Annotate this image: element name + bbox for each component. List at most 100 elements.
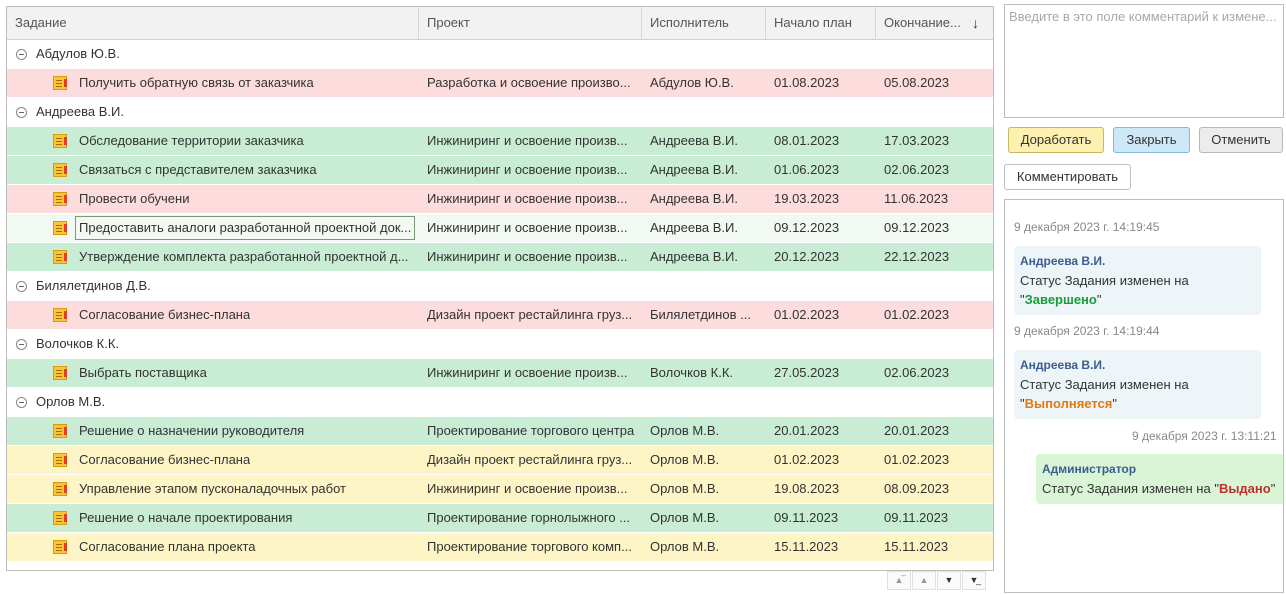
task-cell[interactable]: Согласование плана проекта (7, 533, 419, 561)
task-cell[interactable]: Выбрать поставщика (7, 359, 419, 387)
project-cell[interactable]: Проектирование горнолыжного ... (427, 510, 631, 525)
end-date-cell[interactable]: 08.09.2023 (884, 481, 950, 496)
column-header-start[interactable]: Начало план (766, 7, 876, 40)
task-cell[interactable]: Получить обратную связь от заказчика (7, 69, 419, 97)
start-date-cell[interactable]: 01.06.2023 (774, 162, 840, 177)
start-date-cell[interactable]: 20.01.2023 (774, 423, 840, 438)
end-date-cell[interactable]: 20.01.2023 (884, 423, 950, 438)
task-cell[interactable]: Обследование территории заказчика (7, 127, 419, 155)
table-row[interactable]: Провести обучени Инжиниринг и освоение пр… (7, 185, 993, 214)
executor-cell[interactable]: Орлов М.В. (650, 423, 720, 438)
project-cell[interactable]: Дизайн проект рестайлинга груз... (427, 452, 633, 467)
cancel-task-button[interactable]: Отменить (1199, 127, 1283, 153)
start-date-cell[interactable]: 15.11.2023 (774, 539, 839, 554)
project-cell[interactable]: Инжиниринг и освоение произв... (427, 249, 628, 264)
start-date-cell[interactable]: 09.12.2023 (774, 220, 840, 235)
project-cell[interactable]: Дизайн проект рестайлинга груз... (427, 307, 633, 322)
task-cell[interactable]: Согласование бизнес-плана (7, 301, 419, 329)
collapse-icon[interactable] (16, 338, 27, 350)
end-date-cell[interactable]: 02.06.2023 (884, 365, 950, 380)
end-date-cell[interactable]: 11.06.2023 (884, 191, 949, 206)
start-date-cell[interactable]: 19.08.2023 (774, 481, 840, 496)
end-date-cell[interactable]: 01.02.2023 (884, 307, 950, 322)
end-date-cell[interactable]: 15.11.2023 (884, 539, 949, 554)
group-row[interactable]: Андреева В.И. (7, 98, 993, 127)
task-cell[interactable]: Управление этапом пусконаладочных работ (7, 475, 419, 503)
executor-cell[interactable]: Билялетдинов ... (650, 307, 751, 322)
executor-cell[interactable]: Андреева В.И. (650, 249, 738, 264)
column-header-task[interactable]: Задание (7, 7, 419, 40)
table-row[interactable]: Получить обратную связь от заказчика Разр… (7, 69, 993, 98)
start-date-cell[interactable]: 20.12.2023 (774, 249, 840, 264)
executor-cell[interactable]: Андреева В.И. (650, 133, 738, 148)
table-row[interactable]: Решение о начале проектирования Проектиро… (7, 504, 993, 533)
column-header-project[interactable]: Проект (419, 7, 642, 40)
rework-button[interactable]: Доработать (1008, 127, 1104, 153)
column-header-executor[interactable]: Исполнитель (642, 7, 766, 40)
start-date-cell[interactable]: 19.03.2023 (774, 191, 840, 206)
project-cell[interactable]: Инжиниринг и освоение произв... (427, 191, 628, 206)
task-cell[interactable]: Предоставить аналоги разработанной проек… (7, 214, 419, 242)
collapse-icon[interactable] (16, 48, 27, 60)
project-cell[interactable]: Проектирование торгового центра (427, 423, 635, 438)
executor-cell[interactable]: Абдулов Ю.В. (650, 75, 734, 90)
task-cell[interactable]: Связаться с представителем заказчика (7, 156, 419, 184)
start-date-cell[interactable]: 01.02.2023 (774, 307, 840, 322)
table-row[interactable]: Управление этапом пусконаладочных работ И… (7, 475, 993, 504)
close-task-button[interactable]: Закрыть (1113, 127, 1190, 153)
start-date-cell[interactable]: 01.02.2023 (774, 452, 840, 467)
task-cell[interactable]: Провести обучени (7, 185, 419, 213)
end-date-cell[interactable]: 09.11.2023 (884, 510, 949, 525)
executor-cell[interactable]: Андреева В.И. (650, 220, 738, 235)
project-cell[interactable]: Инжиниринг и освоение произв... (427, 220, 628, 235)
project-cell[interactable]: Инжиниринг и освоение произв... (427, 133, 628, 148)
group-row[interactable]: Волочков К.К. (7, 330, 993, 359)
collapse-icon[interactable] (16, 106, 27, 118)
task-cell[interactable]: Решение о назначении руководителя (7, 417, 419, 445)
task-cell[interactable]: Согласование бизнес-плана (7, 446, 419, 474)
executor-cell[interactable]: Орлов М.В. (650, 452, 720, 467)
executor-cell[interactable]: Орлов М.В. (650, 510, 720, 525)
table-row[interactable]: Согласование бизнес-плана Дизайн проект р… (7, 301, 993, 330)
collapse-icon[interactable] (16, 280, 27, 292)
table-row[interactable]: Согласование бизнес-плана Дизайн проект р… (7, 446, 993, 475)
task-cell[interactable]: Решение о начале проектирования (7, 504, 419, 532)
table-row[interactable]: Обследование территории заказчика Инжинир… (7, 127, 993, 156)
column-header-end[interactable]: Окончание... ↓ (876, 7, 993, 40)
scroll-up-icon[interactable]: ▲ (912, 571, 936, 590)
end-date-cell[interactable]: 02.06.2023 (884, 162, 950, 177)
table-row[interactable]: Выбрать поставщика Инжиниринг и освоение … (7, 359, 993, 388)
start-date-cell[interactable]: 01.08.2023 (774, 75, 840, 90)
project-cell[interactable]: Разработка и освоение произво... (427, 75, 631, 90)
project-cell[interactable]: Проектирование торгового комп... (427, 539, 632, 554)
table-row[interactable]: Утверждение комплекта разработанной прое… (7, 243, 993, 272)
task-cell[interactable]: Утверждение комплекта разработанной прое… (7, 243, 419, 271)
executor-cell[interactable]: Волочков К.К. (650, 365, 734, 380)
table-row[interactable]: Связаться с представителем заказчика Инжи… (7, 156, 993, 185)
start-date-cell[interactable]: 09.11.2023 (774, 510, 839, 525)
sort-descending-icon[interactable]: ↓ (972, 15, 979, 31)
project-cell[interactable]: Инжиниринг и освоение произв... (427, 481, 628, 496)
executor-cell[interactable]: Андреева В.И. (650, 191, 738, 206)
executor-cell[interactable]: Орлов М.В. (650, 539, 720, 554)
table-row[interactable]: Решение о назначении руководителя Проекти… (7, 417, 993, 446)
comment-button[interactable]: Комментировать (1004, 164, 1131, 190)
project-cell[interactable]: Инжиниринг и освоение произв... (427, 162, 628, 177)
end-date-cell[interactable]: 22.12.2023 (884, 249, 950, 264)
end-date-cell[interactable]: 01.02.2023 (884, 452, 950, 467)
scroll-bottom-icon[interactable]: ▼̲ (962, 571, 986, 590)
group-row[interactable]: Орлов М.В. (7, 388, 993, 417)
end-date-cell[interactable]: 09.12.2023 (884, 220, 950, 235)
start-date-cell[interactable]: 27.05.2023 (774, 365, 840, 380)
table-row[interactable]: Предоставить аналоги разработанной проек… (7, 214, 993, 243)
comment-input-box[interactable] (1004, 4, 1284, 118)
group-row[interactable]: Билялетдинов Д.В. (7, 272, 993, 301)
table-row[interactable]: Согласование плана проекта Проектирование… (7, 533, 993, 562)
end-date-cell[interactable]: 05.08.2023 (884, 75, 950, 90)
scroll-down-icon[interactable]: ▼ (937, 571, 961, 590)
group-row[interactable]: Абдулов Ю.В. (7, 40, 993, 69)
scroll-top-icon[interactable]: ▲̅ (887, 571, 911, 590)
collapse-icon[interactable] (16, 396, 27, 408)
project-cell[interactable]: Инжиниринг и освоение произв... (427, 365, 628, 380)
executor-cell[interactable]: Андреева В.И. (650, 162, 738, 177)
